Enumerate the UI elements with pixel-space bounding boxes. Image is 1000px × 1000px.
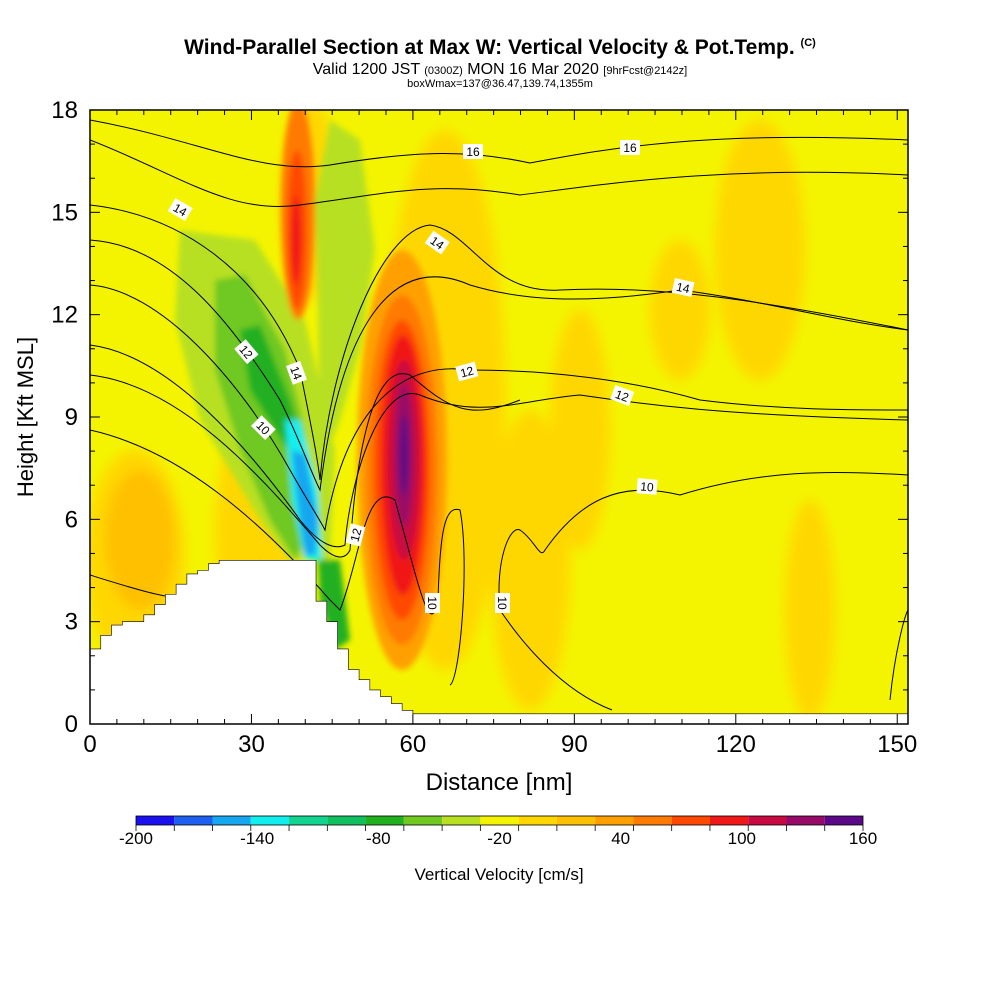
contour-label: 14 <box>287 364 305 382</box>
blob-right-top <box>715 120 805 380</box>
x-tick-label: 0 <box>83 731 96 758</box>
colorbar-swatch <box>518 816 557 825</box>
blob-center-right-2 <box>550 310 610 550</box>
x-tick-label: 120 <box>716 731 756 758</box>
isentrope-14a <box>90 204 908 481</box>
contour-label: 14 <box>675 280 691 297</box>
y-tick-label: 0 <box>65 711 78 738</box>
y-tick-label: 6 <box>65 506 78 533</box>
chart-box-info: boxWmax=137@36.47,139.74,1355m <box>407 78 593 90</box>
y-tick-label: 15 <box>51 199 78 226</box>
colorbar-tick-label: -80 <box>366 829 391 848</box>
colorbar-frame <box>135 815 864 826</box>
colorbar-swatch <box>480 816 519 825</box>
contour-label: 10 <box>640 479 655 494</box>
isentropes <box>90 119 908 711</box>
colorbar-tick-label: 40 <box>611 829 630 848</box>
x-axis-label: Distance [nm] <box>426 769 573 796</box>
velocity-field: 16 16 14 14 14 14 12 12 12 12 10 10 10 1… <box>90 110 908 724</box>
y-tick-label: 18 <box>51 97 78 124</box>
isentrope-10b <box>498 471 908 611</box>
colorbar-swatch <box>709 816 749 825</box>
blob-left-low-2 <box>105 470 175 610</box>
contour-label: 12 <box>613 387 631 405</box>
x-axis: 0 30 60 90 120 150 <box>83 110 917 758</box>
x-tick-label: 60 <box>400 731 427 758</box>
y-tick-label: 3 <box>65 609 78 636</box>
colorbar-swatch <box>595 816 634 825</box>
main-updraft-core <box>400 415 408 495</box>
upper-updraft-core <box>291 195 301 285</box>
contour-label: 10 <box>425 596 439 610</box>
colorbar-tick-label: -200 <box>119 829 153 848</box>
chart-title: Wind-Parallel Section at Max W: Vertical… <box>184 36 816 59</box>
colorbar-swatch <box>212 816 251 825</box>
band-upper-green <box>315 120 375 470</box>
x-tick-label: 150 <box>877 731 917 758</box>
field-cores <box>175 110 447 670</box>
colorbar-tick-label: 160 <box>849 829 877 848</box>
colorbar-label: Vertical Velocity [cm/s] <box>414 865 583 884</box>
blob-right-mid <box>650 240 710 380</box>
isentrope-12c <box>90 373 521 558</box>
isentrope-16b <box>90 139 908 208</box>
contour-label: 12 <box>459 363 476 380</box>
colorbar-swatch <box>365 816 404 825</box>
contour-label: 16 <box>466 145 480 159</box>
colorbar-swatch <box>824 816 863 825</box>
colorbar-swatch <box>327 816 366 825</box>
colorbar-swatch <box>250 816 290 825</box>
contour-label-group: 16 16 14 14 14 14 12 12 12 12 10 10 10 1… <box>167 140 695 613</box>
isentrope-low-b <box>499 609 613 711</box>
x-tick-label: 90 <box>561 731 588 758</box>
y-axis-label: Height [Kft MSL] <box>13 337 38 497</box>
blob-right-bottom <box>785 500 835 720</box>
colorbar-swatch <box>136 816 175 825</box>
x-tick-label: 30 <box>238 731 265 758</box>
colorbar-swatch <box>403 816 443 825</box>
colorbar: -200 -140 -80 -20 40 100 160 <box>119 815 877 848</box>
isentrope-12a <box>90 284 908 532</box>
blob-center-right <box>490 410 570 710</box>
contour-label: 10 <box>495 596 509 610</box>
colorbar-tick-label: -140 <box>240 829 274 848</box>
band-blue <box>292 450 318 555</box>
colorbar-swatch <box>671 816 710 825</box>
colorbar-swatch <box>748 816 787 825</box>
contour-label: 16 <box>623 141 637 155</box>
colorbar-swatch <box>289 816 328 825</box>
colorbar-swatch <box>174 816 213 825</box>
y-tick-label: 12 <box>51 302 78 329</box>
contour-label: 12 <box>348 526 365 543</box>
y-axis: 0 3 6 9 12 15 18 <box>51 97 908 738</box>
colorbar-tick-label: -20 <box>487 829 512 848</box>
isentrope-10a <box>90 429 465 686</box>
terrain-mask <box>90 559 908 724</box>
band-lower-green <box>318 560 350 650</box>
isentrope-low-c <box>889 609 908 701</box>
colorbar-swatch <box>556 816 596 825</box>
copyright-mark: (C) <box>800 37 816 49</box>
colorbar-swatch <box>786 816 825 825</box>
colorbar-swatch <box>442 816 481 825</box>
contour-label: 14 <box>171 201 190 220</box>
colorbar-swatch <box>633 816 672 825</box>
chart-subtitle: Valid 1200 JST (0300Z) MON 16 Mar 2020 [… <box>312 61 688 78</box>
y-tick-label: 9 <box>65 404 78 431</box>
colorbar-tick-label: 100 <box>728 829 756 848</box>
isentrope-12b <box>90 344 908 548</box>
